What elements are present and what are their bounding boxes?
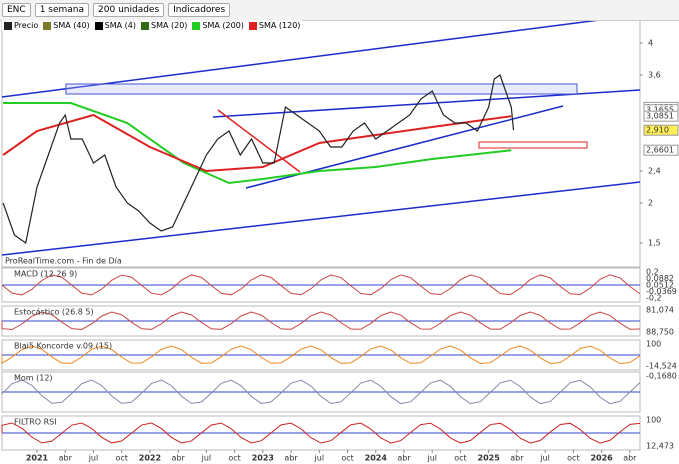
x-tick-label: oct [115, 454, 127, 463]
panel-value-label: -14,524 [646, 362, 677, 371]
legend-swatch [4, 21, 12, 30]
price-marker-label: 2,910 [646, 126, 669, 135]
legend-item[interactable]: Precio [4, 21, 38, 30]
panel-value-label: 0,0512 [646, 281, 674, 290]
x-tick-label: abr [284, 454, 298, 463]
legend: Precio SMA (40) SMA (4) SMA (20) SMA (200) SM… [2, 20, 303, 31]
legend-item[interactable]: SMA (40) [43, 21, 90, 30]
legend-swatch [248, 21, 257, 30]
legend-label: SMA (120) [258, 21, 301, 30]
plot-frame [1, 10, 641, 268]
panel-curve [1, 345, 641, 365]
price-marker-label: 2,6601 [646, 146, 674, 155]
legend-swatch [94, 21, 103, 30]
panel-value-label: -0,0369 [646, 287, 677, 296]
x-tick-label: 2025 [478, 454, 501, 463]
legend-swatch [43, 21, 52, 30]
x-tick-label: jul [426, 454, 437, 463]
legend-item[interactable]: SMA (200) [192, 21, 244, 30]
trend-line [217, 109, 301, 173]
x-tick-label: jul [314, 454, 325, 463]
panel-title: Estocástico (26.8 5) [14, 308, 94, 317]
series-line [2, 113, 512, 173]
x-tick-label: 2021 [26, 454, 49, 463]
toolbar: ENC 1 semana 200 unidades Indicadores [0, 0, 679, 21]
x-tick-label: oct [228, 454, 240, 463]
x-tick-label: abr [172, 454, 186, 463]
x-tick-label: abr [59, 454, 73, 463]
legend-item[interactable]: SMA (120) [248, 21, 301, 30]
support-zone [478, 141, 588, 149]
x-tick-label: abr [397, 454, 411, 463]
x-tick-label: jul [201, 454, 212, 463]
panel-value-label: 88,750 [646, 328, 674, 337]
symbol-select[interactable]: ENC [2, 3, 31, 17]
legend-label: SMA (20) [150, 21, 188, 30]
panel-curve [1, 379, 641, 405]
trend-line [1, 181, 641, 256]
y-tick-label: 3,6 [648, 71, 661, 80]
resistance-zone [65, 83, 578, 95]
series-line [2, 74, 515, 245]
x-tick-label: abr [623, 454, 637, 463]
y-tick-label: 2 [648, 199, 653, 208]
series-line [3, 102, 512, 185]
panel-value-label: 100 [646, 340, 661, 349]
x-tick-label: jul [539, 454, 550, 463]
x-tick-label: 2024 [365, 454, 388, 463]
panel-value-label: 12,473 [646, 442, 674, 451]
y-tick-label: 2,4 [648, 167, 661, 176]
panel-value-label: 0,2 [646, 268, 659, 277]
panel-value-label: -0,2 [646, 294, 662, 303]
x-tick-label: oct [454, 454, 466, 463]
x-tick-label: oct [567, 454, 579, 463]
legend-label: Precio [14, 21, 39, 30]
x-tick-label: jul [88, 454, 99, 463]
panel-title: Blai5 Koncorde v.09 (15) [14, 342, 112, 351]
legend-swatch [140, 21, 149, 30]
units-select[interactable]: 200 unidades [93, 3, 165, 17]
price-marker [643, 144, 679, 156]
legend-item[interactable]: SMA (20) [140, 21, 188, 30]
panel-value-label: 81,074 [646, 306, 674, 315]
legend-label: SMA (200) [202, 21, 244, 30]
price-marker-label: 3,0851 [646, 112, 674, 121]
price-marker-label: 3,1655 [646, 105, 674, 114]
y-tick-label: 4 [648, 39, 653, 48]
panel-value-label: 0,0882 [646, 274, 674, 283]
y-tick-label: 1,5 [648, 239, 661, 248]
x-tick-label: 2026 [590, 454, 613, 463]
panel-curve [1, 311, 641, 331]
x-tick-label: oct [341, 454, 353, 463]
panel-title: FILTRO RSI [14, 418, 57, 427]
panel-value-label: -0,1680 [646, 372, 677, 381]
price-marker [643, 124, 679, 136]
legend-label: SMA (40) [53, 21, 90, 30]
legend-swatch [192, 21, 201, 30]
watermark: ProRealTime.com - Fin de Día [5, 257, 122, 266]
period-select[interactable]: 1 semana [34, 3, 90, 17]
price-marker [643, 110, 679, 122]
panel-title: Mom (12) [14, 374, 53, 383]
legend-label: SMA (4) [104, 21, 136, 30]
panel-curve [1, 422, 641, 444]
indicators-button[interactable]: Indicadores [168, 3, 231, 17]
x-tick-label: abr [510, 454, 524, 463]
x-tick-label: 2022 [139, 454, 161, 463]
legend-item[interactable]: SMA (4) [94, 21, 136, 30]
panel-value-label: 100 [646, 416, 661, 425]
x-tick-label: 2023 [252, 454, 274, 463]
panel-title: MACD (12 26 9) [14, 270, 77, 279]
panel-curve [1, 274, 641, 296]
